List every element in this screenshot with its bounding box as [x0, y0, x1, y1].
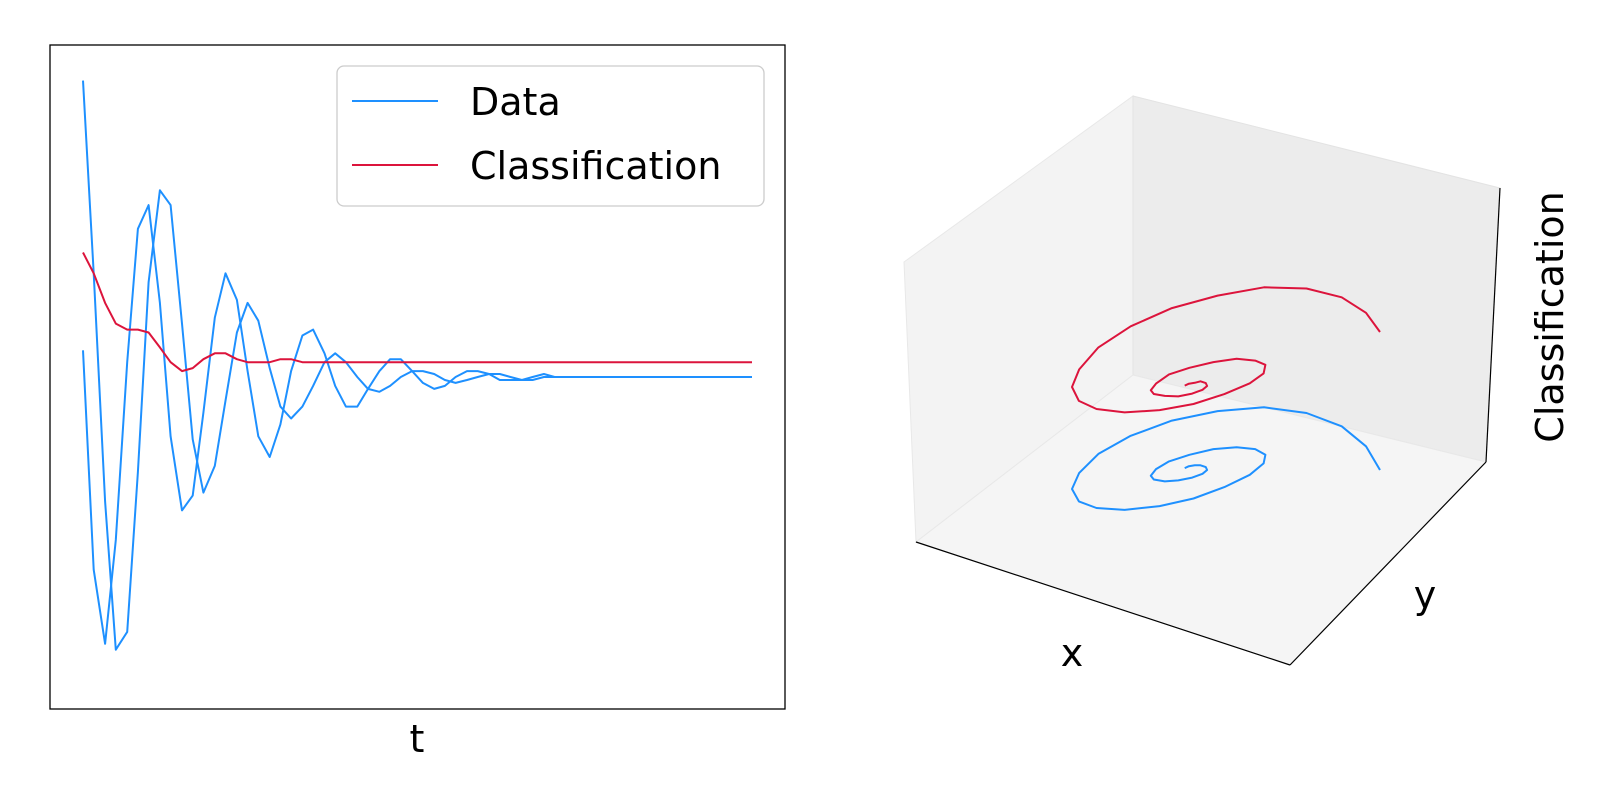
plot-frame	[49, 44, 786, 710]
spiral-line-classification-1	[1071, 286, 1381, 414]
y-axis-line	[1289, 461, 1487, 666]
legend-box	[336, 65, 765, 207]
legend-label-data: Data	[470, 80, 561, 124]
x-axis-label: t	[410, 717, 425, 761]
legend: Data Classification	[336, 65, 765, 207]
pane-background	[903, 95, 1501, 666]
spiral-3d-chart: x y Classification	[903, 95, 1572, 675]
series-line-classification-2	[82, 252, 752, 373]
legend-label-classification: Classification	[470, 144, 721, 188]
z-axis-label-3d: Classification	[1528, 191, 1572, 442]
spiral-series	[1071, 286, 1381, 511]
x-axis-label-3d: x	[1061, 631, 1084, 675]
z-axis-line	[1485, 187, 1501, 463]
y-axis-label-3d: y	[1414, 573, 1437, 617]
line-chart: t Data Classification	[49, 44, 786, 761]
line-chart-series	[82, 80, 752, 651]
series-line-data-1	[82, 204, 752, 645]
x-axis-line	[915, 541, 1291, 666]
spiral-line-data-0	[1071, 406, 1381, 511]
